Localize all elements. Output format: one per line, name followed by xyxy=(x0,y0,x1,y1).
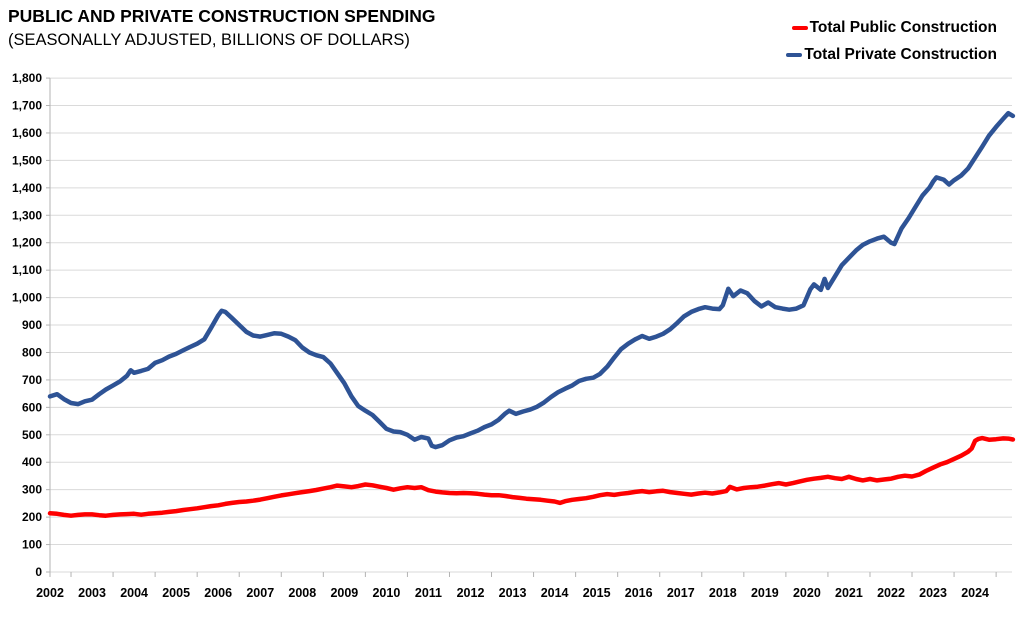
x-axis-label: 2017 xyxy=(667,586,695,600)
x-axis-label: 2013 xyxy=(499,586,527,600)
chart-subtitle: (SEASONALLY ADJUSTED, BILLIONS OF DOLLAR… xyxy=(8,31,410,49)
x-axis-label: 2022 xyxy=(877,586,905,600)
x-axis-label: 2002 xyxy=(36,586,64,600)
legend-label-public: Total Public Construction xyxy=(809,19,997,36)
y-axis-label: 1,700 xyxy=(12,99,42,113)
x-axis-label: 2015 xyxy=(583,586,611,600)
legend-label-private: Total Private Construction xyxy=(804,46,997,63)
y-axis-label: 300 xyxy=(22,483,42,497)
legend-line-swatch-private xyxy=(786,52,803,58)
y-axis-label: 1,600 xyxy=(12,126,42,140)
x-axis-label: 2021 xyxy=(835,586,863,600)
chart-title: PUBLIC AND PRIVATE CONSTRUCTION SPENDING xyxy=(8,6,436,26)
y-axis-label: 700 xyxy=(22,373,42,387)
x-axis-label: 2004 xyxy=(120,586,148,600)
x-axis-label: 2019 xyxy=(751,586,779,600)
y-axis-label: 900 xyxy=(22,318,42,332)
legend-item-public: Total Public Construction xyxy=(791,16,997,40)
x-axis-label: 2016 xyxy=(625,586,653,600)
x-axis-label: 2023 xyxy=(919,586,947,600)
y-axis-label: 1,300 xyxy=(12,208,42,222)
x-axis-label: 2009 xyxy=(330,586,358,600)
x-axis-label: 2010 xyxy=(372,586,400,600)
legend-line-swatch-public xyxy=(791,25,808,31)
x-axis-label: 2020 xyxy=(793,586,821,600)
x-axis-label: 2014 xyxy=(541,586,569,600)
x-axis-label: 2008 xyxy=(288,586,316,600)
legend-item-private: Total Private Construction xyxy=(786,43,997,67)
x-axis-label: 2011 xyxy=(415,586,442,600)
y-axis-label: 400 xyxy=(22,455,42,469)
x-axis-label: 2003 xyxy=(78,586,106,600)
y-axis-label: 1,000 xyxy=(12,291,42,305)
series-line-private xyxy=(47,110,1016,450)
y-axis-label: 1,500 xyxy=(12,153,42,167)
x-axis-label: 2007 xyxy=(246,586,274,600)
legend: Total Public Construction Total Private … xyxy=(786,16,997,67)
y-axis-label: 200 xyxy=(22,510,42,524)
x-axis-label: 2006 xyxy=(204,586,232,600)
x-axis-label: 2005 xyxy=(162,586,190,600)
y-axis-label: 1,200 xyxy=(12,236,42,250)
series-line-public xyxy=(47,435,1016,518)
x-axis-label: 2018 xyxy=(709,586,737,600)
y-axis-label: 800 xyxy=(22,345,42,359)
y-axis-label: 1,100 xyxy=(12,263,42,277)
y-axis-label: 100 xyxy=(22,538,42,552)
y-axis-label: 1,800 xyxy=(12,71,42,85)
y-axis-label: 0 xyxy=(35,565,42,579)
y-axis-label: 500 xyxy=(22,428,42,442)
x-axis-label: 2012 xyxy=(457,586,485,600)
y-axis-label: 1,400 xyxy=(12,181,42,195)
y-axis-label: 600 xyxy=(22,400,42,414)
x-axis-label: 2024 xyxy=(961,586,989,600)
